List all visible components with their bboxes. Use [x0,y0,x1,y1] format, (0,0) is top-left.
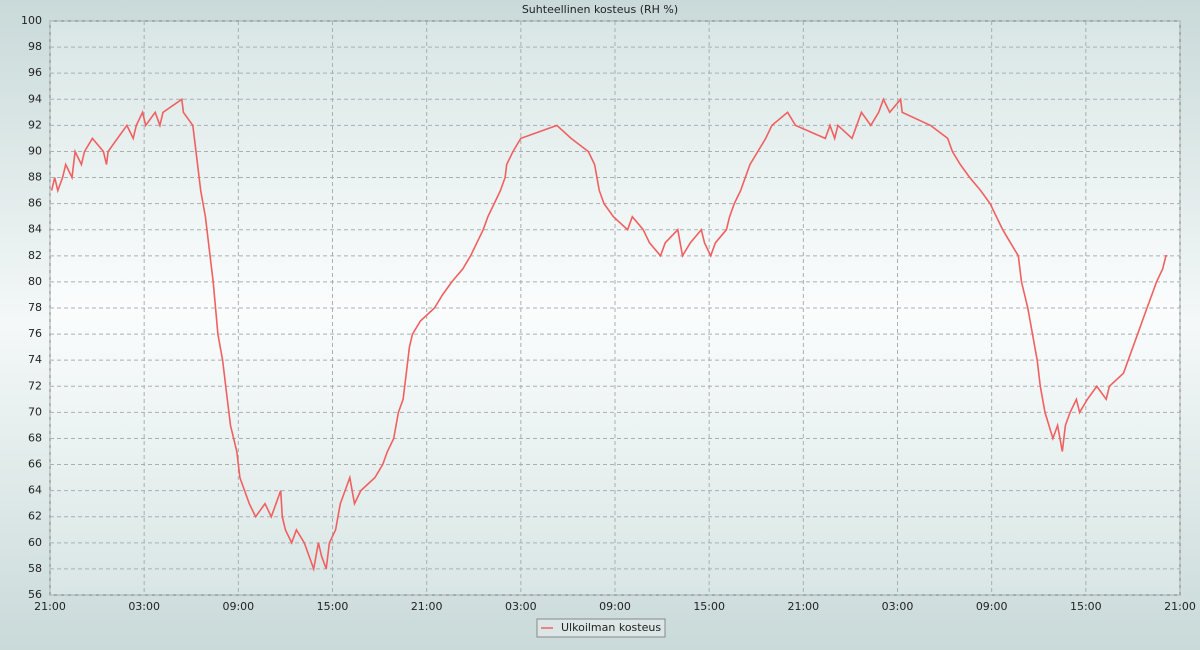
y-tick-label: 90 [28,144,42,157]
y-tick-label: 68 [28,431,42,444]
legend-box [536,618,666,638]
y-tick-label: 100 [21,14,42,27]
y-tick-label: 78 [28,301,42,314]
x-tick-label: 21:00 [787,600,819,613]
y-tick-label: 82 [28,249,42,262]
x-tick-label: 09:00 [976,600,1008,613]
y-tick-label: 64 [28,484,42,497]
y-tick-label: 72 [28,379,42,392]
y-tick-label: 56 [28,588,42,601]
x-tick-label: 21:00 [34,600,66,613]
y-tick-label: 92 [28,118,42,131]
x-tick-label: 15:00 [1070,600,1102,613]
x-tick-label: 09:00 [599,600,631,613]
legend: Ulkoilman kosteus [536,618,666,638]
data-line [50,97,1168,572]
x-tick-label: 03:00 [882,600,914,613]
y-tick-label: 66 [28,458,42,471]
y-tick-label: 94 [28,92,42,105]
y-tick-label: 70 [28,405,42,418]
chart-title: Suhteellinen kosteus (RH %) [522,3,678,16]
y-tick-label: 96 [28,66,42,79]
legend-label: Ulkoilman kosteus [561,621,661,634]
y-tick-label: 62 [28,510,42,523]
y-tick-label: 88 [28,171,42,184]
x-tick-label: 09:00 [222,600,254,613]
y-tick-label: 98 [28,40,42,53]
x-tick-label: 15:00 [317,600,349,613]
y-tick-label: 76 [28,327,42,340]
x-tick-label: 21:00 [411,600,443,613]
y-tick-label: 80 [28,275,42,288]
y-tick-label: 86 [28,197,42,210]
y-tick-label: 74 [28,353,42,366]
y-tick-label: 84 [28,223,42,236]
x-tick-label: 03:00 [128,600,160,613]
x-tick-label: 21:00 [1164,600,1196,613]
y-tick-label: 60 [28,536,42,549]
x-tick-label: 03:00 [505,600,537,613]
x-tick-label: 15:00 [693,600,725,613]
y-tick-label: 58 [28,562,42,575]
